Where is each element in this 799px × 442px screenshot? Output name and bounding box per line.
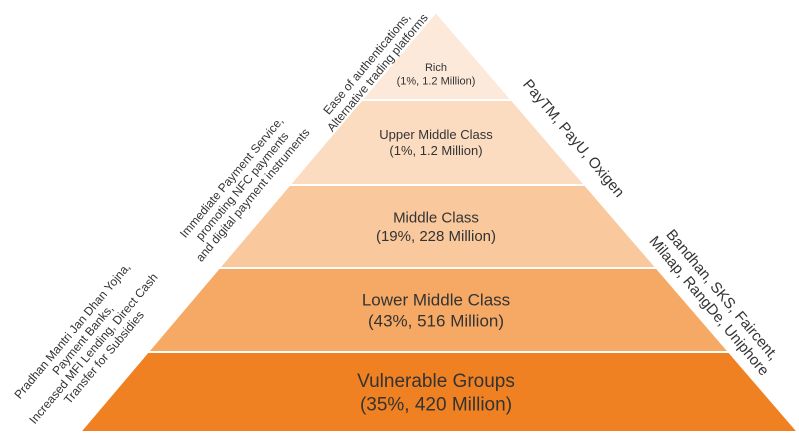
pyramid-layer <box>77 351 799 433</box>
layer-label: (1%, 1.2 Million) <box>397 76 476 88</box>
layer-label: (1%, 1.2 Million) <box>389 143 482 158</box>
layer-label: Middle Class <box>393 209 479 226</box>
layer-label: Upper Middle Class <box>379 127 493 142</box>
layer-label: (43%, 516 Million) <box>368 312 504 331</box>
pyramid-layer <box>216 184 659 269</box>
layer-label: Rich <box>425 62 447 74</box>
layer-label: (35%, 420 Million) <box>360 395 512 416</box>
layer-label: Vulnerable Groups <box>357 371 515 392</box>
layer-label: (19%, 228 Million) <box>376 228 496 245</box>
layer-label: Lower Middle Class <box>362 290 510 309</box>
pyramid-layer <box>145 267 732 353</box>
